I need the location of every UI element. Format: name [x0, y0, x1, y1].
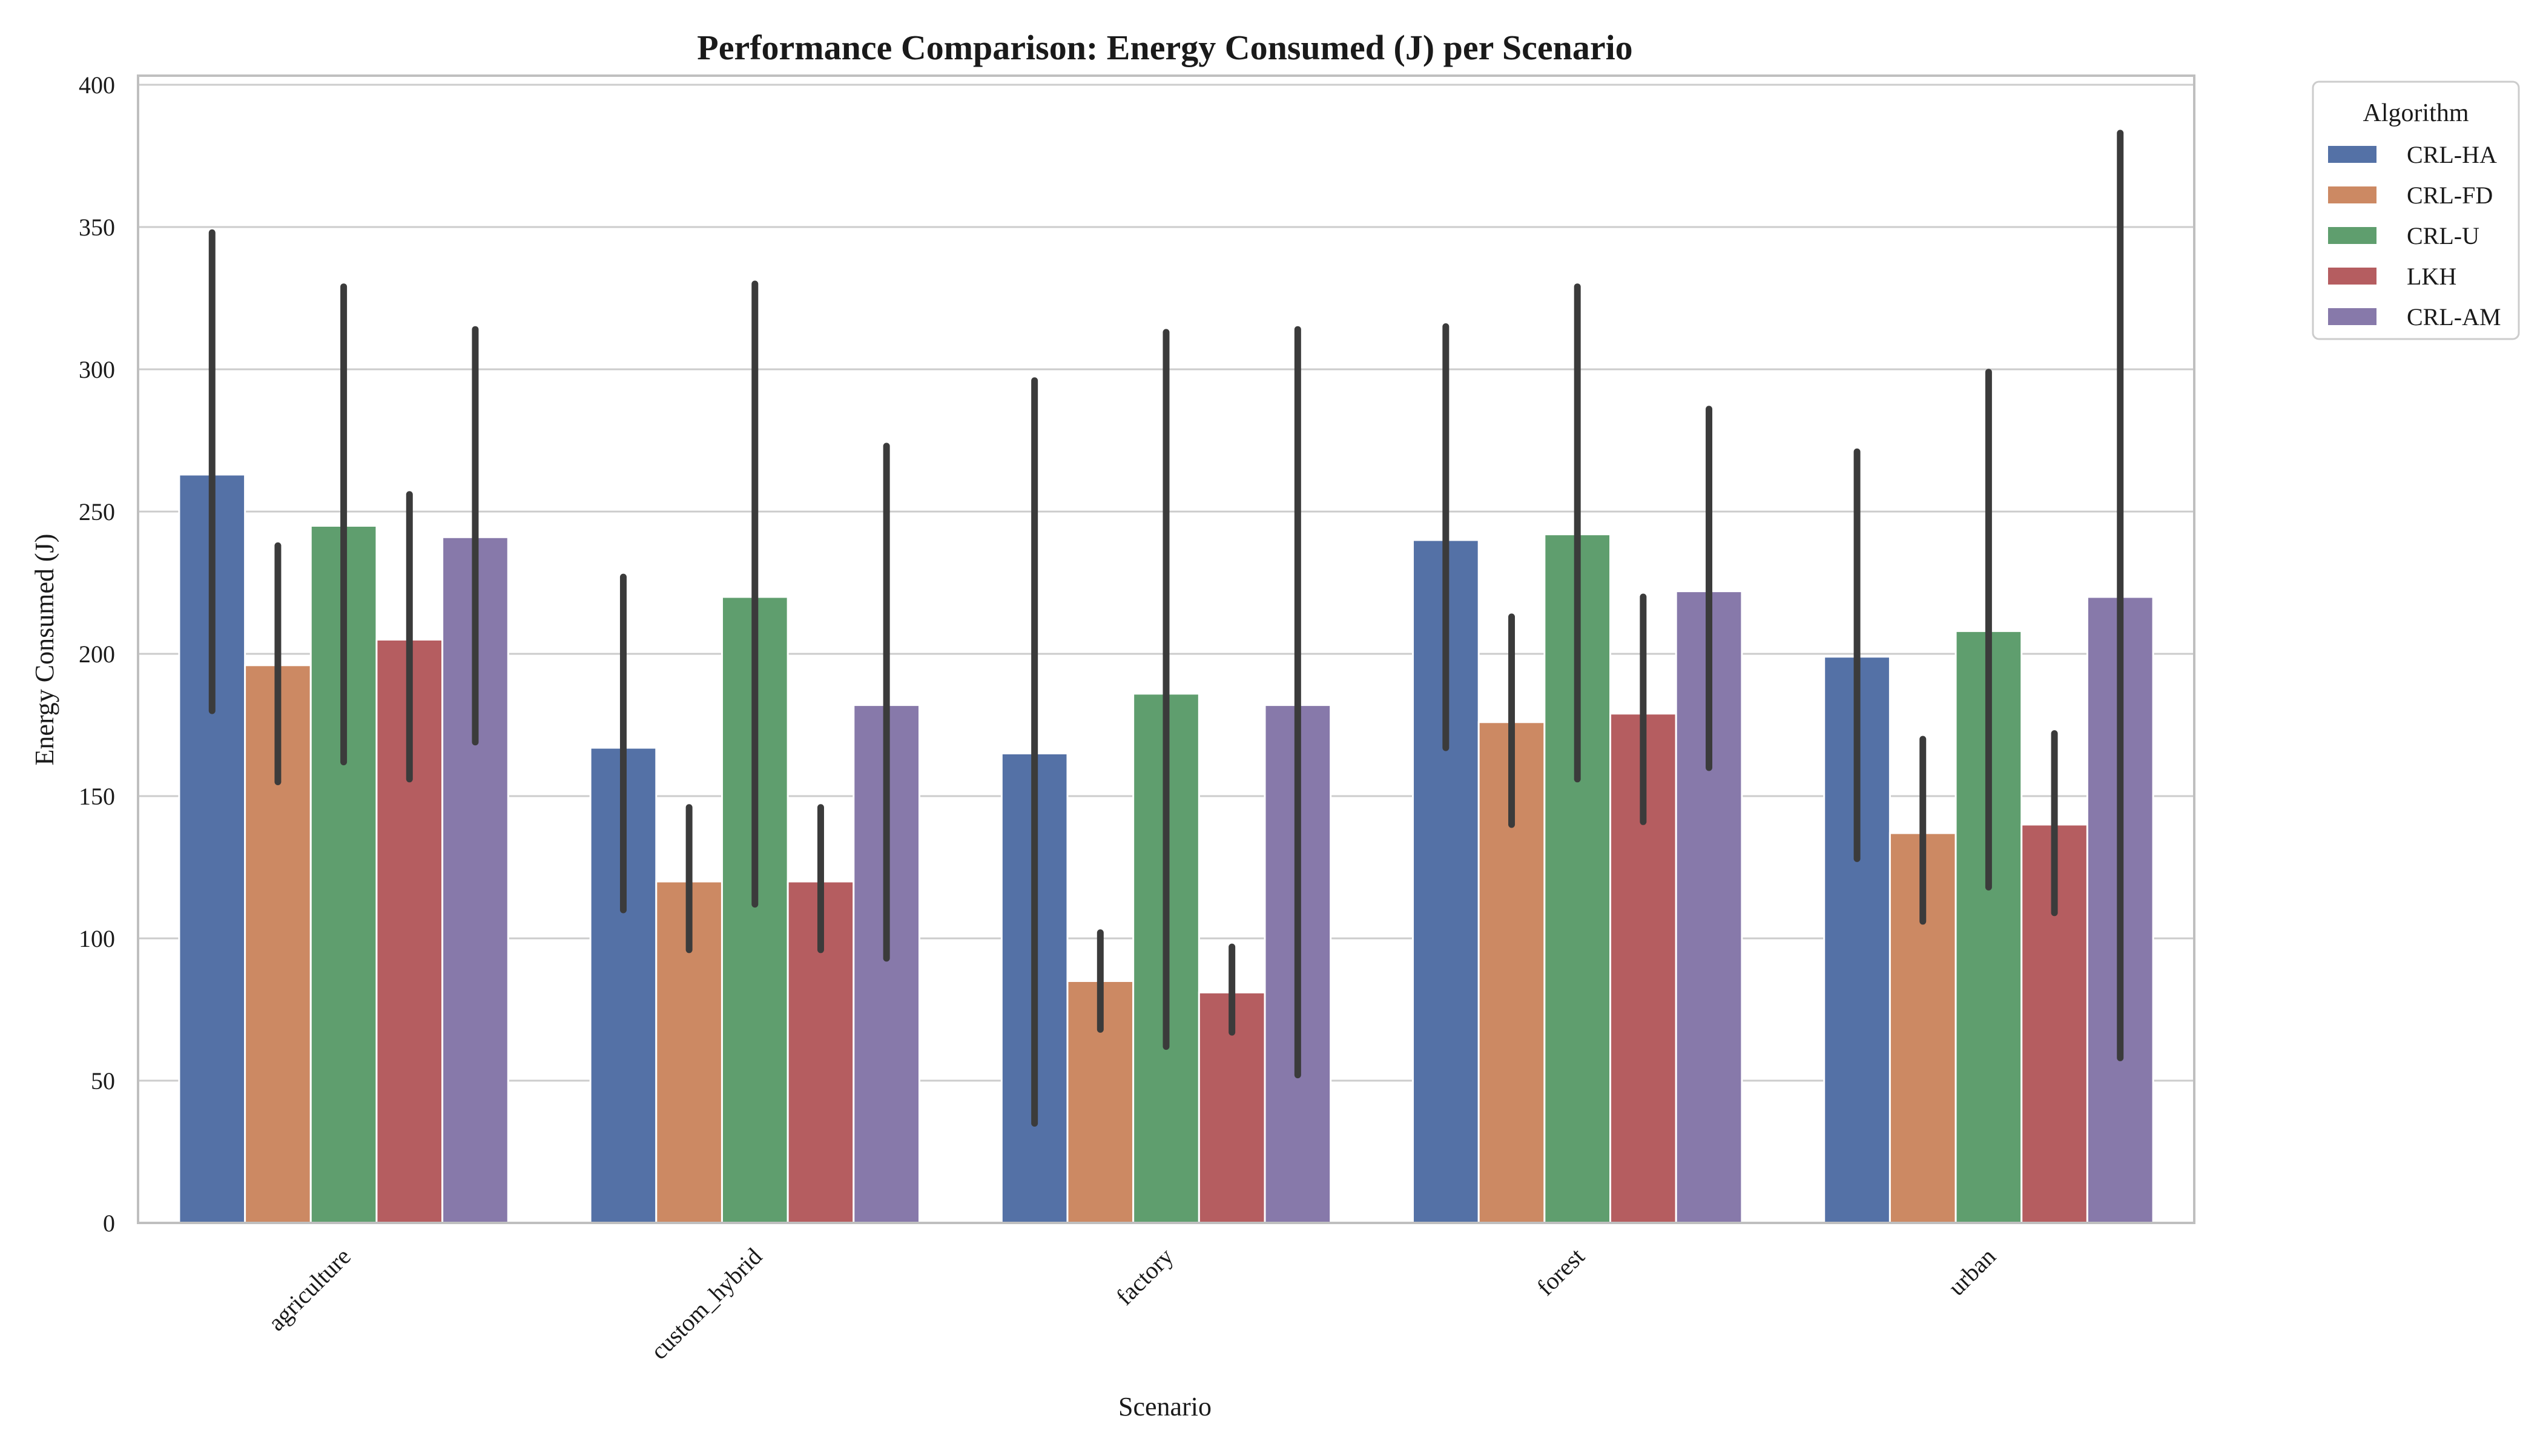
legend-label-lkh: LKH — [2407, 263, 2456, 290]
legend-swatch-lkh — [2328, 268, 2376, 285]
x-axis-label: Scenario — [1118, 1392, 1212, 1421]
legend-label-crl-ha: CRL-HA — [2407, 141, 2497, 168]
bar-crl-am-forest — [1675, 590, 1743, 1224]
legend: Algorithm CRL-HA CRL-FD CRL-U LKH CRL-AM — [2312, 81, 2520, 340]
y-tick-label: 400 — [79, 71, 115, 99]
legend-swatch-crl-ha — [2328, 146, 2376, 163]
bars — [178, 473, 2154, 1224]
y-axis-label: Energy Consumed (J) — [30, 534, 59, 766]
legend-label-crl-am: CRL-AM — [2407, 303, 2501, 331]
y-tick-label: 300 — [79, 356, 115, 383]
legend-items: CRL-HA CRL-FD CRL-U LKH CRL-AM — [2328, 141, 2501, 331]
x-tick-label: custom_hybrid — [645, 1243, 768, 1365]
legend-title: Algorithm — [2363, 99, 2469, 127]
y-tick-label: 350 — [79, 214, 115, 241]
x-tick-label: urban — [1943, 1243, 2001, 1301]
y-tick-label: 150 — [79, 783, 115, 810]
y-tick-label: 50 — [91, 1067, 115, 1095]
y-tick-label: 100 — [79, 925, 115, 952]
y-tick-labels: 0 50 100 150 200 250 300 350 400 — [79, 71, 115, 1237]
legend-swatch-crl-fd — [2328, 186, 2376, 203]
x-tick-labels: agriculture custom_hybrid factory forest urb… — [263, 1243, 2001, 1365]
x-tick-label: agriculture — [263, 1243, 356, 1336]
y-tick-label: 250 — [79, 498, 115, 525]
legend-swatch-crl-u — [2328, 227, 2376, 244]
legend-label-crl-u: CRL-U — [2407, 222, 2479, 249]
x-tick-label: factory — [1110, 1243, 1178, 1311]
plot-frame — [137, 74, 2195, 1224]
x-tick-label: forest — [1531, 1243, 1589, 1301]
chart-title: Performance Comparison: Energy Consumed … — [697, 28, 1632, 67]
legend-label-crl-fd: CRL-FD — [2407, 182, 2493, 209]
y-tick-label: 0 — [103, 1210, 115, 1237]
error-bars — [208, 130, 2124, 1127]
y-tick-label: 200 — [79, 641, 115, 668]
legend-swatch-crl-am — [2328, 308, 2376, 325]
